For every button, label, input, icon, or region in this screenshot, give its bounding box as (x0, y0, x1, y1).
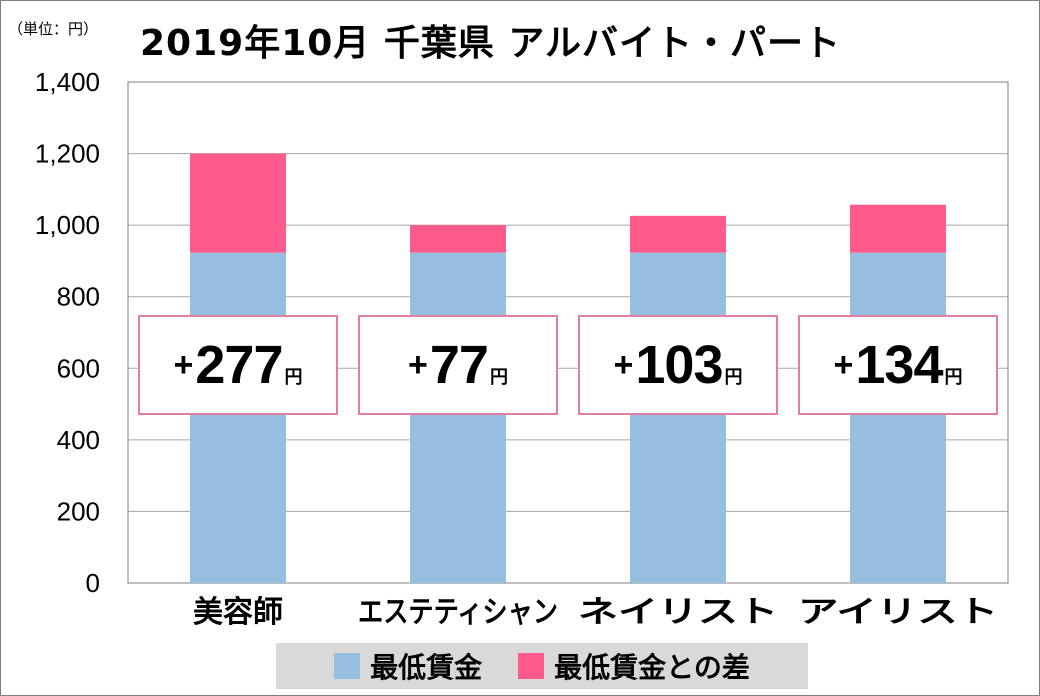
y-tick-label: 200 (57, 496, 100, 526)
x-category-label: アイリスト (798, 595, 998, 630)
badge-sign: + (833, 345, 854, 384)
badge-value: 77 (429, 335, 489, 395)
bar-base (410, 252, 506, 583)
legend-item-base: 最低賃金 (334, 646, 482, 686)
y-tick-label: 600 (57, 353, 100, 383)
y-tick-label: 800 (57, 282, 100, 312)
unit-label: （単位：円） (8, 20, 99, 38)
badge-value: 277 (195, 335, 283, 395)
difference-badge: +77 円 (358, 315, 558, 415)
bar-base (850, 252, 946, 583)
y-tick-label: 1,000 (35, 210, 100, 240)
y-tick-label: 400 (57, 425, 100, 455)
bar-base (630, 252, 726, 583)
legend-label-base: 最低賃金 (370, 651, 483, 684)
bar-diff (850, 204, 946, 253)
badge-sign: + (613, 345, 634, 384)
bar-diff (190, 153, 286, 253)
bar-base (190, 252, 286, 583)
badge-unit: 円 (489, 367, 508, 388)
chart-title: 2019年10月 千葉県 アルバイト・パート (140, 23, 841, 64)
badge-sign: + (173, 345, 194, 384)
x-category-label: ネイリスト (578, 595, 778, 630)
bar-diff (410, 225, 506, 253)
difference-badge: +134 円 (798, 315, 998, 415)
badge-unit: 円 (944, 367, 963, 388)
legend-swatch-base (334, 653, 361, 679)
y-tick-label: 0 (86, 568, 100, 598)
badge-sign: + (408, 345, 428, 384)
badge-value: 103 (635, 335, 723, 395)
legend-item-diff: 最低賃金との差 (518, 646, 750, 686)
badge-unit: 円 (724, 367, 743, 388)
bar-diff (630, 215, 726, 253)
difference-badge: +277 円 (138, 315, 338, 415)
difference-badge: +103 円 (578, 315, 778, 415)
badge-unit: 円 (284, 367, 303, 388)
x-category-label: 美容師 (193, 595, 283, 630)
legend: 最低賃金 最低賃金との差 (276, 643, 808, 689)
legend-swatch-diff (518, 653, 545, 679)
y-tick-label: 1,200 (35, 139, 100, 169)
badge-value: 134 (855, 335, 943, 395)
legend-label-diff: 最低賃金との差 (554, 651, 750, 684)
x-category-label: エステティシャン (358, 595, 558, 630)
y-tick-label: 1,400 (35, 67, 100, 97)
plot-area-border (127, 81, 1009, 584)
